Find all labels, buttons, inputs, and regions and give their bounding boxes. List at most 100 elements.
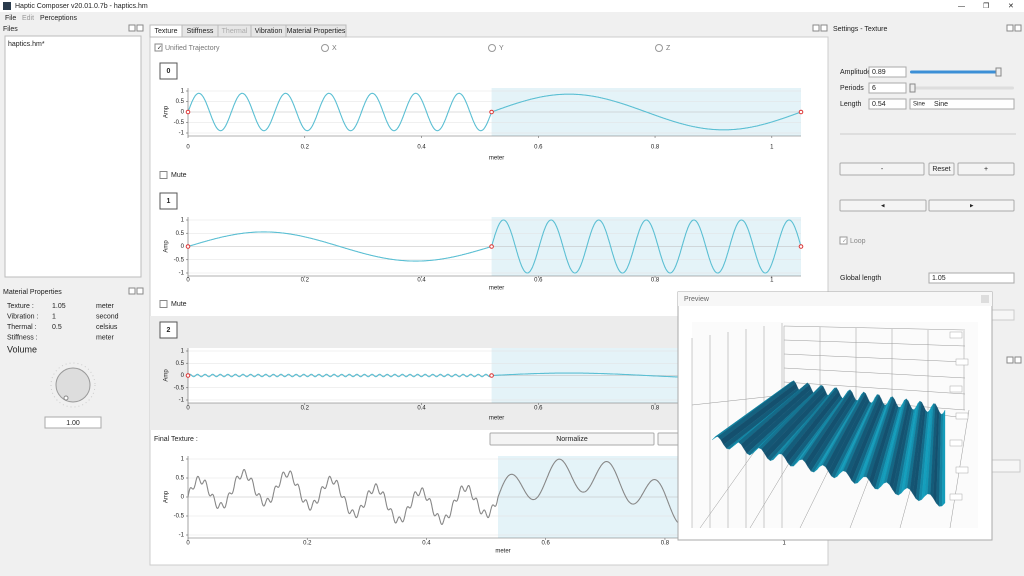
dock-button[interactable]	[128, 287, 136, 295]
segment-handle[interactable]	[798, 244, 804, 249]
dock-button[interactable]	[136, 287, 144, 295]
x-tick-label: 0	[186, 278, 190, 284]
y-tick-label: 0.5	[176, 99, 185, 105]
menu-item[interactable]: File	[5, 15, 16, 22]
slider-handle[interactable]	[995, 67, 1002, 77]
minimize[interactable]: —	[958, 3, 965, 10]
spin-box[interactable]	[868, 82, 907, 94]
radio[interactable]	[655, 44, 663, 52]
segment-handle[interactable]	[185, 109, 191, 115]
axis-tag	[955, 358, 969, 366]
panel-title: Files	[3, 26, 18, 33]
mute-checkbox[interactable]	[159, 300, 168, 308]
x-tick-label: 0	[186, 145, 190, 151]
reset-button[interactable]	[928, 162, 955, 176]
menu-item[interactable]: Perceptions	[40, 15, 77, 22]
waveform-dropdown[interactable]	[909, 98, 1015, 110]
dock-button[interactable]	[1014, 24, 1022, 32]
radio[interactable]	[321, 44, 329, 52]
segment-handle[interactable]	[489, 244, 494, 249]
global-length-field[interactable]	[928, 272, 1015, 284]
global-length-value: 1.05	[932, 275, 946, 282]
dock-button[interactable]	[136, 24, 144, 32]
surface-strip	[941, 409, 946, 507]
x-tick-label: 0.2	[301, 145, 310, 151]
y-tick-label: 0.5	[176, 361, 185, 367]
segment-handle[interactable]	[185, 373, 191, 378]
volume-knob[interactable]	[55, 367, 91, 403]
axis-tag	[949, 439, 963, 447]
prev-button[interactable]	[839, 199, 927, 212]
property-unit: meter	[96, 334, 115, 341]
segment-handle[interactable]	[489, 109, 494, 115]
property-unit: meter	[96, 303, 115, 310]
spin-box[interactable]	[868, 66, 907, 78]
radio[interactable]	[488, 44, 496, 52]
panel-title: Material Properties	[3, 289, 62, 296]
tab[interactable]	[285, 24, 347, 38]
y-tick-label: 0.5	[176, 231, 185, 237]
periods-slider[interactable]	[910, 86, 1014, 90]
close[interactable]: ✕	[1008, 3, 1014, 10]
maximize[interactable]: ❐	[983, 2, 989, 10]
unified-trajectory: Unified Trajectory	[165, 45, 220, 52]
preview-close[interactable]	[981, 295, 989, 303]
track-id-box	[159, 62, 178, 80]
plus-button[interactable]	[957, 162, 1015, 176]
volume-field[interactable]	[44, 416, 102, 429]
preview-grid	[783, 353, 966, 363]
property-value: 1.05	[52, 303, 66, 310]
checkbox[interactable]	[154, 43, 163, 52]
y-axis-label: Amp	[164, 369, 170, 382]
minus-button[interactable]	[839, 162, 925, 176]
x-tick-label: 0.6	[534, 278, 543, 284]
radio-label: Z	[666, 45, 671, 52]
file-item[interactable]: haptics.hm*	[8, 41, 45, 48]
track-id-box	[159, 321, 178, 339]
y-tick-label: 1	[181, 89, 185, 95]
preview-title-bar	[678, 292, 992, 306]
dock-button[interactable]	[128, 24, 136, 32]
preview-grid	[783, 339, 966, 347]
dock-button[interactable]	[1006, 356, 1014, 364]
x-tick-label: 0.4	[422, 541, 431, 547]
x-tick-label: 1	[770, 278, 774, 284]
segment-handle[interactable]	[489, 373, 494, 378]
mute-checkbox[interactable]	[159, 171, 168, 179]
slider-handle[interactable]	[909, 83, 916, 93]
segment-handle[interactable]	[185, 244, 191, 249]
dock-button[interactable]	[812, 24, 820, 32]
app-icon	[3, 2, 11, 10]
file-list	[4, 35, 142, 278]
x-tick-label: 0	[186, 541, 190, 547]
property-label: Texture :	[7, 303, 34, 310]
tab-label: Stiffness	[187, 28, 214, 35]
spin-box[interactable]	[868, 98, 907, 110]
prev-icon: ◂	[881, 202, 885, 209]
loop-checkbox[interactable]	[839, 236, 848, 245]
x-axis-label: meter	[495, 549, 510, 555]
x-tick-label: 1	[770, 145, 774, 151]
mute-label: Mute	[171, 301, 187, 308]
y-axis-label: Amp	[164, 490, 170, 503]
y-tick-label: -1	[179, 271, 185, 277]
x-axis-label: meter	[489, 286, 504, 292]
setting-value: 0.54	[872, 101, 886, 108]
x-tick-label: 0.4	[417, 145, 426, 151]
segment-handle[interactable]	[798, 109, 804, 115]
setting-label: Amplitude	[840, 69, 871, 76]
y-tick-label: -1	[179, 398, 185, 404]
track-id-box	[159, 192, 178, 210]
dock-button[interactable]	[1014, 356, 1022, 364]
global-length-label: Global length	[840, 275, 881, 282]
amplitude-slider[interactable]	[910, 70, 1000, 74]
menu-item[interactable]: Edit	[22, 15, 34, 22]
dock-button[interactable]	[820, 24, 828, 32]
normalize-button-label: Normalize	[556, 436, 588, 443]
y-tick-label: 1	[181, 218, 185, 224]
normalize-button[interactable]	[489, 432, 655, 446]
dock-button[interactable]	[1006, 24, 1014, 32]
radio-label: Y	[499, 45, 504, 52]
knob-scale	[50, 362, 96, 408]
next-button[interactable]	[928, 199, 1015, 212]
